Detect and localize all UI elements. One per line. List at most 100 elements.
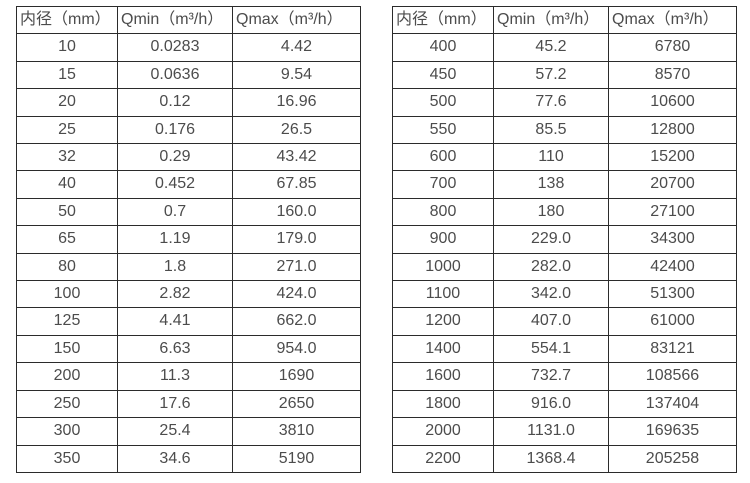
column-header-qmin: Qmin（m³/h）	[117, 5, 233, 35]
table-cell: 205258	[608, 444, 737, 473]
flow-spec-table-small-diameters: 内径（mm） Qmin（m³/h） Qmax（m³/h） 10 0.0283 4.4…	[16, 5, 361, 473]
table-header-row: 内径（mm） Qmin（m³/h） Qmax（m³/h）	[392, 5, 737, 35]
table-cell: 350	[16, 444, 118, 473]
table-cell: 0.0636	[117, 60, 233, 90]
table-cell: 25	[16, 115, 118, 145]
table-row: 400 45.2 6780	[392, 33, 737, 62]
table-row: 25 0.176 26.5	[16, 115, 361, 145]
table-cell: 45.2	[493, 33, 609, 62]
table-cell: 34300	[608, 225, 737, 254]
table-cell: 900	[392, 225, 494, 254]
table-cell: 169635	[608, 417, 737, 446]
table-row: 150 6.63 954.0	[16, 334, 361, 364]
table-cell: 271.0	[232, 252, 361, 282]
table-row: 800 180 27100	[392, 197, 737, 227]
table-cell: 2.82	[117, 280, 233, 309]
table-cell: 282.0	[493, 252, 609, 282]
table-row: 900 229.0 34300	[392, 225, 737, 254]
column-header-qmin: Qmin（m³/h）	[493, 5, 609, 35]
table-cell: 400	[392, 33, 494, 62]
table-cell: 407.0	[493, 307, 609, 336]
table-cell: 3810	[232, 417, 361, 446]
table-cell: 800	[392, 197, 494, 227]
table-header-row: 内径（mm） Qmin（m³/h） Qmax（m³/h）	[16, 5, 361, 35]
table-row: 1600 732.7 108566	[392, 362, 737, 391]
table-cell: 0.7	[117, 197, 233, 227]
table-cell: 0.176	[117, 115, 233, 145]
table-cell: 1.19	[117, 225, 233, 254]
table-cell: 150	[16, 334, 118, 364]
table-cell: 0.0283	[117, 33, 233, 62]
table-row: 700 138 20700	[392, 170, 737, 199]
table-cell: 125	[16, 307, 118, 336]
table-cell: 61000	[608, 307, 737, 336]
table-cell: 100	[16, 280, 118, 309]
table-cell: 138	[493, 170, 609, 199]
table-cell: 27100	[608, 197, 737, 227]
table-cell: 4.41	[117, 307, 233, 336]
table-cell: 954.0	[232, 334, 361, 364]
table-cell: 732.7	[493, 362, 609, 391]
table-cell: 137404	[608, 389, 737, 419]
column-header-qmax: Qmax（m³/h）	[608, 5, 737, 35]
table-cell: 67.85	[232, 170, 361, 199]
table-cell: 1131.0	[493, 417, 609, 446]
table-cell: 51300	[608, 280, 737, 309]
table-cell: 424.0	[232, 280, 361, 309]
table-cell: 700	[392, 170, 494, 199]
table-row: 1100 342.0 51300	[392, 280, 737, 309]
table-cell: 2000	[392, 417, 494, 446]
table-cell: 0.12	[117, 88, 233, 117]
table-row: 1800 916.0 137404	[392, 389, 737, 419]
table-cell: 160.0	[232, 197, 361, 227]
table-row: 550 85.5 12800	[392, 115, 737, 145]
table-cell: 180	[493, 197, 609, 227]
table-cell: 10	[16, 33, 118, 62]
table-cell: 16.96	[232, 88, 361, 117]
table-cell: 83121	[608, 334, 737, 364]
table-cell: 4.42	[232, 33, 361, 62]
table-cell: 229.0	[493, 225, 609, 254]
column-header-diameter: 内径（mm）	[392, 5, 494, 35]
table-row: 350 34.6 5190	[16, 444, 361, 473]
table-cell: 1.8	[117, 252, 233, 282]
table-cell: 250	[16, 389, 118, 419]
table-cell: 2650	[232, 389, 361, 419]
table-row: 100 2.82 424.0	[16, 280, 361, 309]
table-row: 20 0.12 16.96	[16, 88, 361, 117]
table-cell: 200	[16, 362, 118, 391]
table-cell: 554.1	[493, 334, 609, 364]
table-row: 1400 554.1 83121	[392, 334, 737, 364]
table-row: 250 17.6 2650	[16, 389, 361, 419]
table-cell: 1800	[392, 389, 494, 419]
table-cell: 0.29	[117, 143, 233, 172]
table-cell: 1600	[392, 362, 494, 391]
table-cell: 1690	[232, 362, 361, 391]
table-cell: 11.3	[117, 362, 233, 391]
table-cell: 550	[392, 115, 494, 145]
table-cell: 662.0	[232, 307, 361, 336]
table-row: 450 57.2 8570	[392, 60, 737, 90]
table-cell: 916.0	[493, 389, 609, 419]
table-row: 500 77.6 10600	[392, 88, 737, 117]
table-cell: 450	[392, 60, 494, 90]
table-row: 65 1.19 179.0	[16, 225, 361, 254]
table-cell: 40	[16, 170, 118, 199]
table-cell: 300	[16, 417, 118, 446]
table-row: 10 0.0283 4.42	[16, 33, 361, 62]
table-cell: 80	[16, 252, 118, 282]
table-cell: 1368.4	[493, 444, 609, 473]
column-header-qmax: Qmax（m³/h）	[232, 5, 361, 35]
table-cell: 179.0	[232, 225, 361, 254]
table-cell: 77.6	[493, 88, 609, 117]
table-row: 32 0.29 43.42	[16, 143, 361, 172]
table-cell: 50	[16, 197, 118, 227]
table-cell: 34.6	[117, 444, 233, 473]
table-cell: 85.5	[493, 115, 609, 145]
table-cell: 32	[16, 143, 118, 172]
table-cell: 108566	[608, 362, 737, 391]
table-cell: 500	[392, 88, 494, 117]
table-cell: 10600	[608, 88, 737, 117]
table-cell: 6.63	[117, 334, 233, 364]
table-cell: 42400	[608, 252, 737, 282]
